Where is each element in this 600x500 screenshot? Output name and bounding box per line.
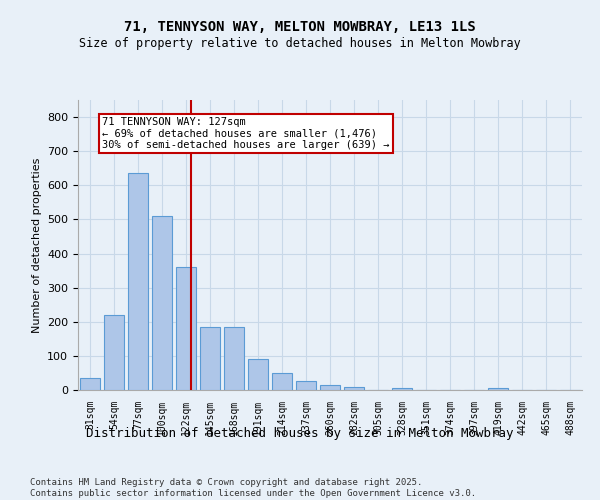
Y-axis label: Number of detached properties: Number of detached properties	[32, 158, 41, 332]
Bar	[152, 216, 172, 390]
Text: 71 TENNYSON WAY: 127sqm
← 69% of detached houses are smaller (1,476)
30% of semi: 71 TENNYSON WAY: 127sqm ← 69% of detache…	[102, 117, 389, 150]
Text: 71, TENNYSON WAY, MELTON MOWBRAY, LE13 1LS: 71, TENNYSON WAY, MELTON MOWBRAY, LE13 1…	[124, 20, 476, 34]
Bar	[296, 382, 316, 390]
Bar	[200, 327, 220, 390]
Bar	[488, 388, 508, 390]
Bar	[176, 267, 196, 390]
Text: Size of property relative to detached houses in Melton Mowbray: Size of property relative to detached ho…	[79, 38, 521, 51]
Bar	[80, 378, 100, 390]
Text: Distribution of detached houses by size in Melton Mowbray: Distribution of detached houses by size …	[86, 428, 514, 440]
Bar	[224, 327, 244, 390]
Bar	[320, 385, 340, 390]
Bar	[392, 388, 412, 390]
Bar	[272, 373, 292, 390]
Bar	[344, 386, 364, 390]
Text: Contains HM Land Registry data © Crown copyright and database right 2025.
Contai: Contains HM Land Registry data © Crown c…	[30, 478, 476, 498]
Bar	[248, 360, 268, 390]
Bar	[128, 174, 148, 390]
Bar	[104, 315, 124, 390]
